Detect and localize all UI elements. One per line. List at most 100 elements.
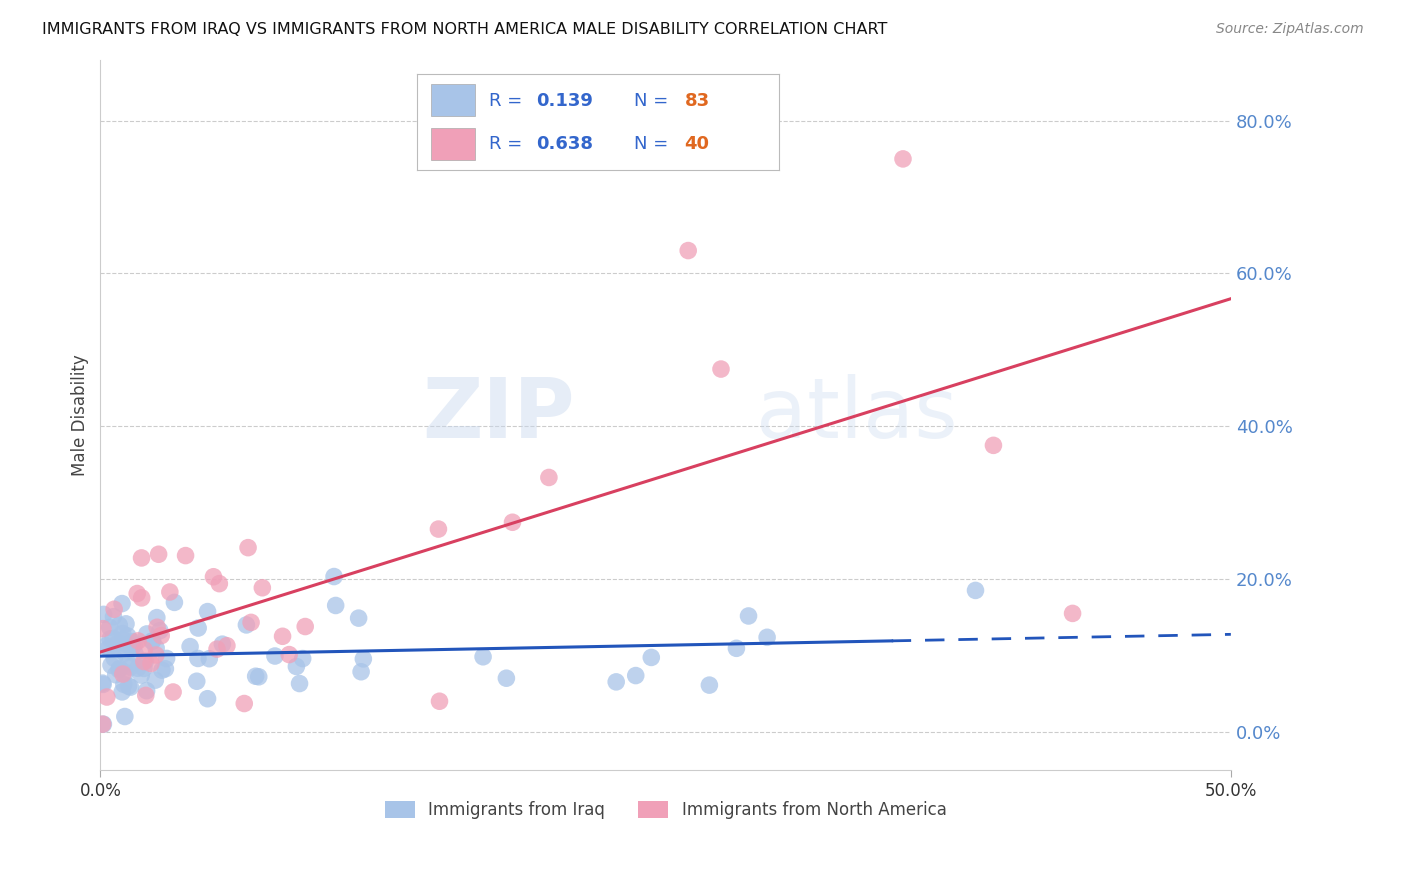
- Point: [111, 685, 134, 699]
- Point: [141, 634, 163, 648]
- Point: [294, 619, 316, 633]
- Point: [111, 632, 134, 647]
- Point: [114, 646, 136, 660]
- Point: [159, 585, 181, 599]
- Point: [103, 609, 125, 624]
- Point: [139, 657, 162, 671]
- Point: [288, 676, 311, 690]
- Point: [124, 637, 146, 651]
- Point: [93, 607, 115, 622]
- Point: [134, 643, 156, 657]
- Point: [240, 615, 263, 630]
- Point: [640, 650, 662, 665]
- Point: [127, 661, 149, 675]
- Text: Source: ZipAtlas.com: Source: ZipAtlas.com: [1216, 22, 1364, 37]
- Point: [124, 647, 146, 661]
- Point: [156, 651, 179, 665]
- Point: [323, 569, 346, 583]
- Point: [132, 655, 155, 669]
- Point: [150, 629, 173, 643]
- Point: [107, 636, 129, 650]
- Point: [233, 697, 256, 711]
- Point: [117, 629, 139, 643]
- Point: [91, 676, 114, 690]
- Text: IMMIGRANTS FROM IRAQ VS IMMIGRANTS FROM NORTH AMERICA MALE DISABILITY CORRELATIO: IMMIGRANTS FROM IRAQ VS IMMIGRANTS FROM …: [42, 22, 887, 37]
- Point: [537, 470, 560, 484]
- Point: [111, 597, 134, 611]
- Point: [135, 689, 157, 703]
- Point: [264, 648, 287, 663]
- Point: [325, 599, 347, 613]
- Point: [117, 679, 139, 693]
- Point: [150, 663, 173, 677]
- Point: [131, 550, 153, 565]
- Point: [725, 641, 748, 656]
- Legend: Immigrants from Iraq, Immigrants from North America: Immigrants from Iraq, Immigrants from No…: [378, 794, 953, 826]
- Point: [429, 694, 451, 708]
- Point: [710, 362, 733, 376]
- Point: [96, 690, 118, 704]
- Point: [252, 581, 274, 595]
- Point: [211, 637, 233, 651]
- Point: [115, 616, 138, 631]
- Point: [104, 667, 127, 681]
- Point: [427, 522, 450, 536]
- Point: [1062, 607, 1084, 621]
- Point: [208, 576, 231, 591]
- Point: [111, 626, 134, 640]
- Point: [121, 640, 143, 655]
- Point: [202, 570, 225, 584]
- Point: [756, 630, 779, 644]
- Point: [115, 638, 138, 652]
- Point: [91, 717, 114, 731]
- Point: [215, 639, 238, 653]
- Point: [146, 610, 169, 624]
- Point: [285, 659, 308, 673]
- Point: [118, 657, 141, 671]
- Point: [495, 671, 517, 685]
- Point: [187, 651, 209, 665]
- Point: [93, 717, 115, 731]
- Text: atlas: atlas: [756, 375, 957, 455]
- Point: [891, 152, 914, 166]
- Point: [97, 641, 120, 656]
- Point: [502, 515, 524, 529]
- Point: [100, 658, 122, 673]
- Point: [101, 631, 124, 645]
- Point: [247, 670, 270, 684]
- Point: [245, 669, 267, 683]
- Point: [146, 620, 169, 634]
- Point: [271, 629, 294, 643]
- Point: [676, 244, 699, 258]
- Point: [187, 621, 209, 635]
- Point: [142, 634, 165, 648]
- Point: [236, 541, 259, 555]
- Point: [112, 677, 135, 691]
- Point: [347, 611, 370, 625]
- Point: [699, 678, 721, 692]
- Point: [472, 649, 495, 664]
- Point: [162, 685, 184, 699]
- Point: [114, 709, 136, 723]
- Point: [179, 640, 201, 654]
- Point: [103, 651, 125, 665]
- Point: [114, 665, 136, 680]
- Point: [120, 680, 142, 694]
- Point: [91, 622, 114, 636]
- Point: [350, 665, 373, 679]
- Point: [983, 438, 1005, 452]
- Point: [197, 605, 219, 619]
- Point: [108, 661, 131, 675]
- Point: [98, 620, 121, 634]
- Text: ZIP: ZIP: [423, 375, 575, 455]
- Point: [131, 591, 153, 605]
- Point: [155, 662, 177, 676]
- Point: [278, 648, 301, 662]
- Point: [108, 642, 131, 657]
- Point: [143, 673, 166, 687]
- Point: [135, 627, 157, 641]
- Point: [132, 661, 155, 675]
- Point: [624, 668, 647, 682]
- Point: [737, 609, 759, 624]
- Point: [121, 634, 143, 648]
